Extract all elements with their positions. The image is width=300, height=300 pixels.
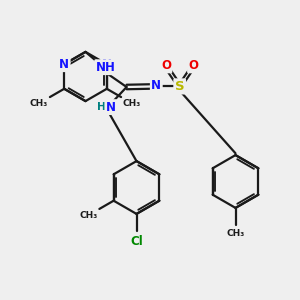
Text: H: H [97, 102, 106, 112]
Text: CH₃: CH₃ [30, 99, 48, 108]
Text: Cl: Cl [130, 235, 143, 248]
Text: CH₃: CH₃ [226, 229, 244, 238]
Text: N: N [106, 100, 116, 114]
Text: CH₃: CH₃ [123, 99, 141, 108]
Text: N: N [59, 58, 69, 71]
Text: CH₃: CH₃ [79, 211, 98, 220]
Text: O: O [161, 59, 171, 72]
Text: S: S [175, 80, 184, 93]
Text: NH: NH [96, 61, 116, 74]
Text: O: O [188, 59, 199, 72]
Text: N: N [151, 79, 161, 92]
Text: N: N [102, 58, 112, 71]
